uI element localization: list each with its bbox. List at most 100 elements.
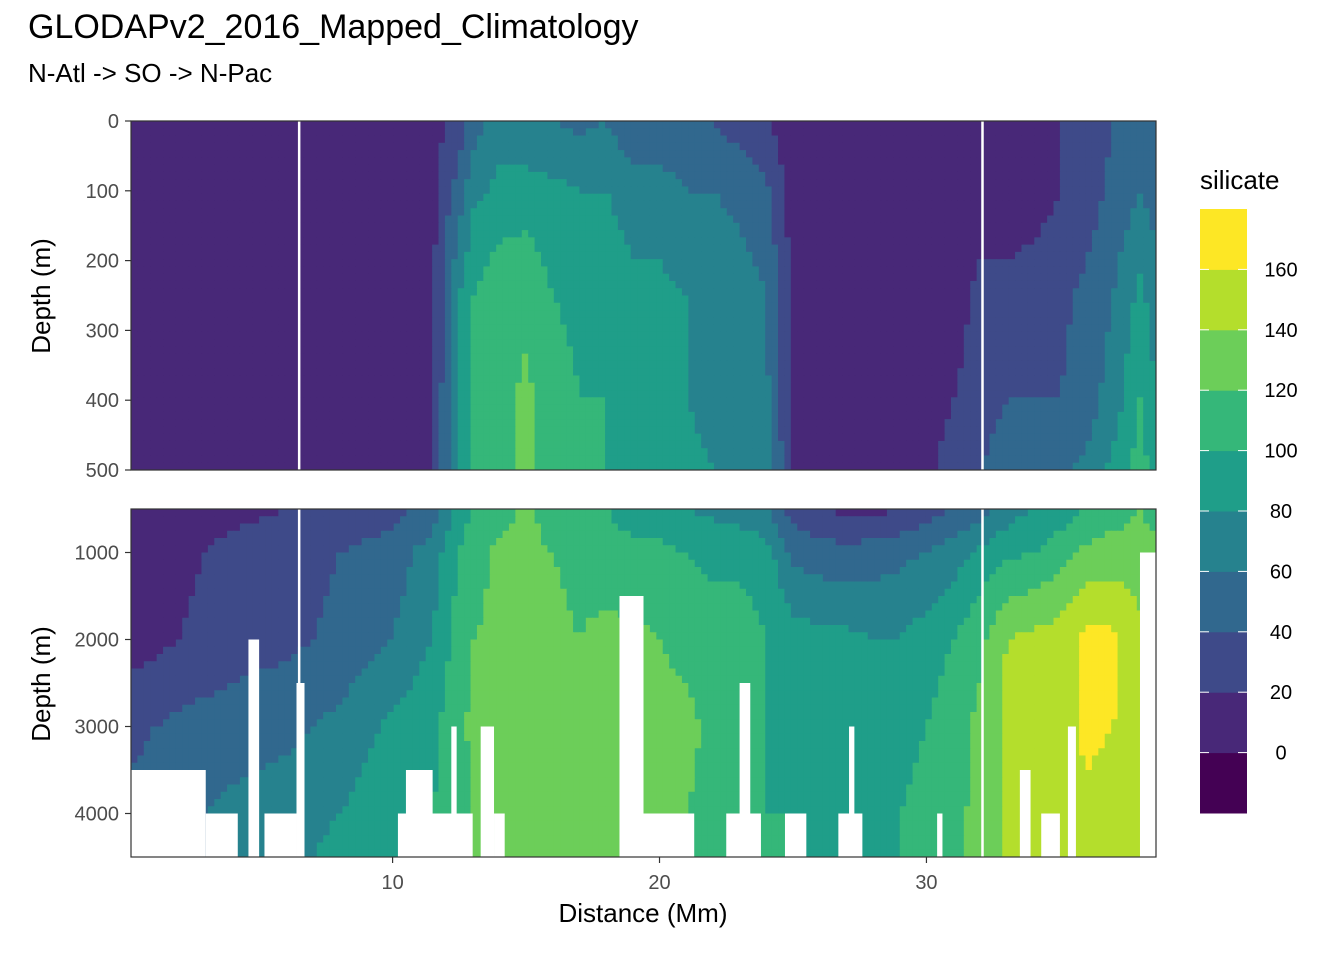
field-cell [195, 157, 203, 166]
field-cell [803, 230, 811, 238]
field-cell [368, 121, 376, 129]
field-cell [476, 280, 484, 289]
field-cell [829, 273, 837, 282]
field-cell [726, 237, 734, 246]
field-cell [976, 295, 984, 304]
field-cell [239, 339, 247, 347]
field-cell [598, 164, 606, 173]
field-cell [746, 302, 754, 311]
field-cell [259, 302, 267, 311]
field-cell [1143, 157, 1151, 166]
field-cell [951, 237, 959, 246]
field-cell [329, 215, 337, 224]
field-cell [227, 324, 235, 333]
field-cell [278, 128, 286, 137]
field-cell [547, 171, 555, 180]
field-cell [560, 230, 568, 238]
field-cell [361, 280, 369, 289]
field-cell [1047, 251, 1055, 260]
field-cell [355, 302, 363, 311]
field-cell [259, 317, 267, 326]
field-cell [976, 128, 984, 137]
field-cell [899, 193, 907, 202]
field-cell [284, 273, 292, 282]
field-cell [406, 171, 414, 180]
field-cell [1111, 339, 1119, 347]
field-cell [874, 171, 882, 180]
field-cell [957, 186, 965, 195]
field-cell [842, 142, 850, 151]
field-cell [585, 186, 593, 195]
field-cell [195, 208, 203, 217]
field-cell [361, 251, 369, 260]
field-cell [694, 230, 702, 238]
field-cell [970, 244, 978, 253]
field-cell [656, 157, 664, 166]
field-cell [848, 215, 856, 224]
field-cell [207, 142, 215, 151]
field-cell [778, 171, 786, 180]
field-cell [995, 171, 1003, 180]
field-cell [303, 164, 311, 173]
field-cell [457, 324, 465, 333]
field-cell [374, 280, 382, 289]
field-cell [906, 208, 914, 217]
field-cell [380, 244, 388, 253]
field-cell [778, 317, 786, 326]
field-cell [1143, 135, 1151, 144]
field-cell [662, 186, 670, 195]
field-cell [771, 331, 779, 340]
field-cell [592, 222, 600, 231]
field-cell [1008, 244, 1016, 253]
field-cell [784, 230, 792, 238]
field-cell [489, 208, 497, 217]
field-cell [931, 179, 939, 188]
field-cell [598, 200, 606, 209]
field-cell [1079, 251, 1087, 260]
field-cell [143, 208, 151, 217]
field-cell [1072, 171, 1080, 180]
field-cell [624, 317, 632, 326]
field-cell [143, 259, 151, 268]
field-cell [214, 200, 222, 209]
field-cell [464, 317, 472, 326]
field-cell [931, 121, 939, 129]
field-cell [983, 339, 991, 347]
field-cell [361, 215, 369, 224]
field-cell [143, 317, 151, 326]
field-cell [1015, 302, 1023, 311]
field-cell [944, 331, 952, 340]
field-cell [957, 288, 965, 297]
field-cell [944, 186, 952, 195]
field-cell [233, 171, 241, 180]
field-cell [912, 310, 920, 318]
field-cell [291, 135, 299, 144]
field-cell [233, 179, 241, 188]
field-cell [861, 215, 869, 224]
field-cell [1130, 157, 1138, 166]
field-cell [316, 186, 324, 195]
field-cell [438, 121, 446, 129]
field-cell [342, 128, 350, 137]
field-cell [368, 331, 376, 340]
field-cell [854, 280, 862, 289]
field-cell [1002, 251, 1010, 260]
field-cell [560, 186, 568, 195]
field-cell [246, 186, 254, 195]
field-cell [464, 186, 472, 195]
field-cell [739, 273, 747, 282]
field-cell [297, 251, 305, 260]
field-cell [1040, 295, 1048, 304]
field-cell [432, 222, 440, 231]
field-cell [137, 222, 145, 231]
field-cell [1123, 237, 1131, 246]
field-cell [214, 128, 222, 137]
field-cell [246, 280, 254, 289]
field-cell [784, 171, 792, 180]
field-cell [726, 179, 734, 188]
field-cell [1027, 331, 1035, 340]
field-cell [553, 251, 561, 260]
field-cell [790, 266, 798, 275]
field-cell [605, 164, 613, 173]
field-cell [720, 273, 728, 282]
